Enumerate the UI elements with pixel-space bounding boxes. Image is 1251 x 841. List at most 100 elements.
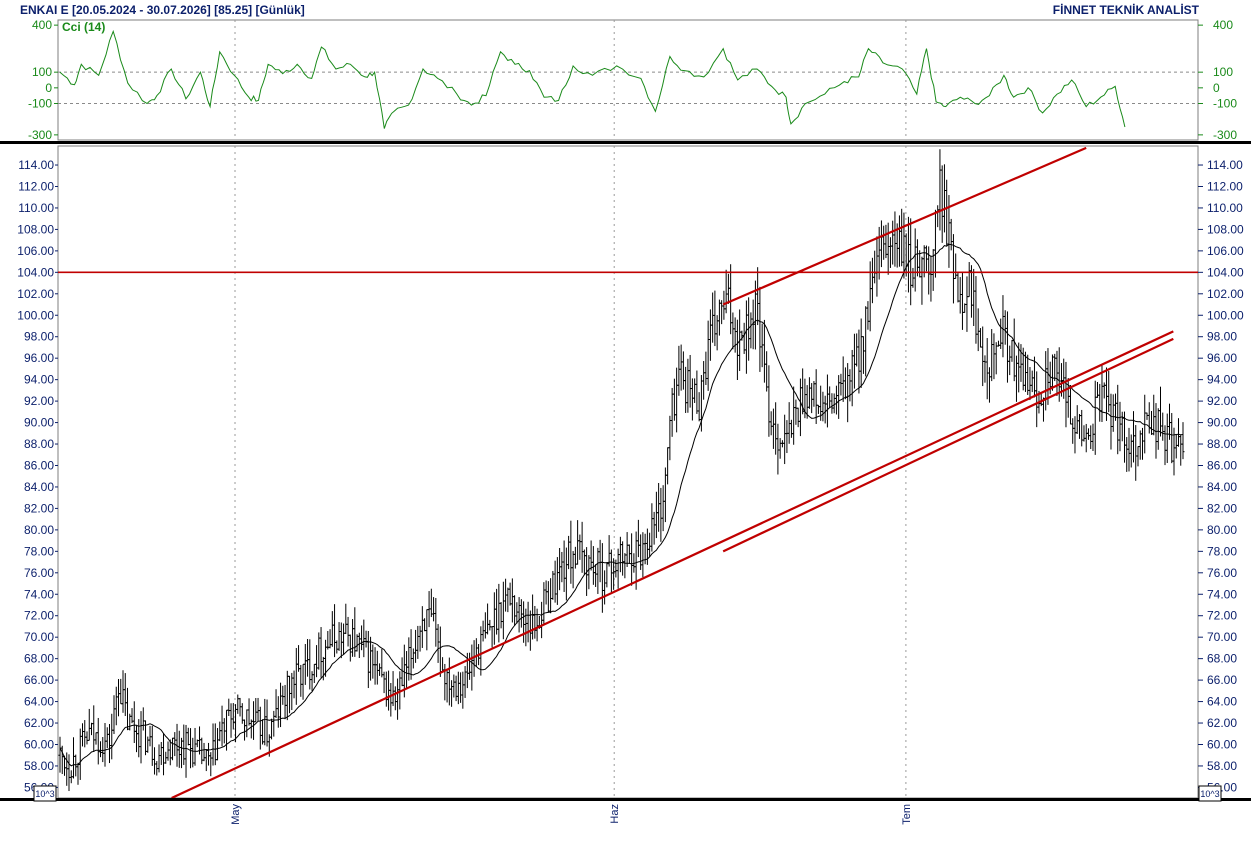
ohlc-bar bbox=[299, 664, 303, 697]
ohlc-bar bbox=[567, 535, 571, 570]
ohlc-bar bbox=[108, 724, 112, 764]
ohlc-bar bbox=[360, 625, 364, 651]
ohlc-bar bbox=[409, 629, 413, 680]
ohlc-bar bbox=[157, 744, 161, 773]
ohlc-bar bbox=[211, 723, 215, 766]
ohlc-bar bbox=[1005, 311, 1009, 383]
price-tick-label-right: 72.00 bbox=[1207, 609, 1237, 623]
price-tick-label-left: 60.00 bbox=[24, 737, 54, 751]
ohlc-bar bbox=[1093, 380, 1097, 455]
ohlc-bar bbox=[582, 549, 586, 575]
panel-separator bbox=[0, 141, 1251, 144]
cci-tick-label-left: -100 bbox=[28, 97, 52, 111]
ohlc-bar bbox=[101, 737, 105, 763]
ohlc-bar bbox=[526, 601, 530, 643]
cci-tick-label-right: -300 bbox=[1213, 128, 1237, 142]
cci-legend-label: Cci (14) bbox=[62, 20, 105, 34]
ohlc-bar bbox=[483, 612, 487, 639]
month-label: May bbox=[230, 804, 242, 825]
ohlc-bar bbox=[933, 209, 937, 278]
ohlc-bar bbox=[846, 363, 850, 423]
price-tick-label-left: 94.00 bbox=[24, 373, 54, 387]
ohlc-bar bbox=[393, 686, 397, 711]
cci-panel-frame bbox=[57, 19, 1199, 141]
ohlc-bar bbox=[126, 687, 130, 731]
price-tick-label-left: 78.00 bbox=[24, 544, 54, 558]
ohlc-bar bbox=[168, 739, 172, 766]
ohlc-bar bbox=[236, 694, 240, 714]
ohlc-bar bbox=[906, 216, 910, 293]
ohlc-bar bbox=[166, 741, 170, 761]
ohlc-bar bbox=[326, 630, 330, 650]
ohlc-bar bbox=[272, 710, 276, 737]
ohlc-bar bbox=[405, 651, 409, 688]
ohlc-bar bbox=[1073, 416, 1077, 454]
ohlc-bar bbox=[767, 365, 771, 437]
ohlc-bar bbox=[490, 626, 494, 648]
ohlc-bar bbox=[1140, 427, 1144, 460]
ohlc-bar bbox=[351, 619, 355, 657]
ohlc-bar bbox=[1120, 411, 1124, 442]
ohlc-bar bbox=[821, 391, 825, 422]
ohlc-bar bbox=[697, 392, 701, 422]
ohlc-bar bbox=[357, 632, 361, 658]
ohlc-bar bbox=[659, 487, 663, 542]
price-tick-label-left: 86.00 bbox=[24, 458, 54, 472]
price-tick-label-left: 102.00 bbox=[17, 287, 54, 301]
ohlc-bar bbox=[562, 540, 566, 592]
ohlc-bar bbox=[983, 355, 987, 383]
ohlc-bar bbox=[364, 630, 368, 648]
price-tick-label-left: 84.00 bbox=[24, 480, 54, 494]
ohlc-bar bbox=[900, 208, 904, 267]
ohlc-bar bbox=[897, 215, 901, 267]
ohlc-bar bbox=[371, 644, 375, 679]
ohlc-bar bbox=[891, 220, 895, 265]
ohlc-bar bbox=[560, 551, 564, 583]
ohlc-bar bbox=[990, 329, 994, 382]
ohlc-bar bbox=[958, 277, 962, 314]
ohlc-bar bbox=[123, 673, 127, 717]
ohlc-bar bbox=[630, 533, 634, 586]
ohlc-bar bbox=[499, 602, 503, 629]
ohlc-bar bbox=[1014, 355, 1018, 402]
price-tick-label-right: 88.00 bbox=[1207, 437, 1237, 451]
ohlc-bar bbox=[470, 644, 474, 691]
ohlc-bar bbox=[454, 675, 458, 702]
ohlc-bar bbox=[798, 378, 802, 437]
price-tick-label-right: 84.00 bbox=[1207, 480, 1237, 494]
ohlc-bar bbox=[1181, 422, 1185, 460]
ohlc-bar bbox=[967, 262, 971, 298]
ohlc-bar bbox=[555, 557, 559, 605]
ohlc-bar bbox=[105, 727, 109, 749]
ohlc-bar bbox=[623, 553, 627, 579]
ohlc-bar bbox=[245, 709, 249, 738]
ohlc-bar bbox=[882, 225, 886, 260]
ohlc-bar bbox=[783, 414, 787, 465]
ohlc-bar bbox=[456, 671, 460, 705]
ohlc-bar bbox=[731, 312, 735, 350]
ohlc-bar bbox=[1149, 410, 1153, 435]
ohlc-bar bbox=[913, 228, 917, 292]
ohlc-bar bbox=[571, 551, 575, 589]
ohlc-bar bbox=[204, 749, 208, 772]
ohlc-bar bbox=[688, 354, 692, 408]
ohlc-bar bbox=[1129, 434, 1133, 468]
ohlc-bar bbox=[229, 703, 233, 738]
price-tick-label-left: 98.00 bbox=[24, 330, 54, 344]
ohlc-bar bbox=[81, 723, 85, 747]
ohlc-bar bbox=[810, 383, 814, 414]
ohlc-bar bbox=[1030, 370, 1034, 393]
ohlc-bar bbox=[1001, 295, 1005, 358]
ohlc-bar bbox=[999, 318, 1003, 349]
price-gridlines bbox=[234, 146, 907, 798]
ohlc-bar bbox=[1077, 414, 1081, 439]
ohlc-bar bbox=[346, 616, 350, 647]
ohlc-bar bbox=[366, 630, 370, 689]
ohlc-bar bbox=[1116, 384, 1120, 455]
cci-gridlines bbox=[58, 20, 1198, 140]
ohlc-bar bbox=[434, 597, 438, 647]
ohlc-bar bbox=[373, 647, 377, 685]
ohlc-bar bbox=[652, 511, 656, 545]
ohlc-bar bbox=[675, 367, 679, 433]
